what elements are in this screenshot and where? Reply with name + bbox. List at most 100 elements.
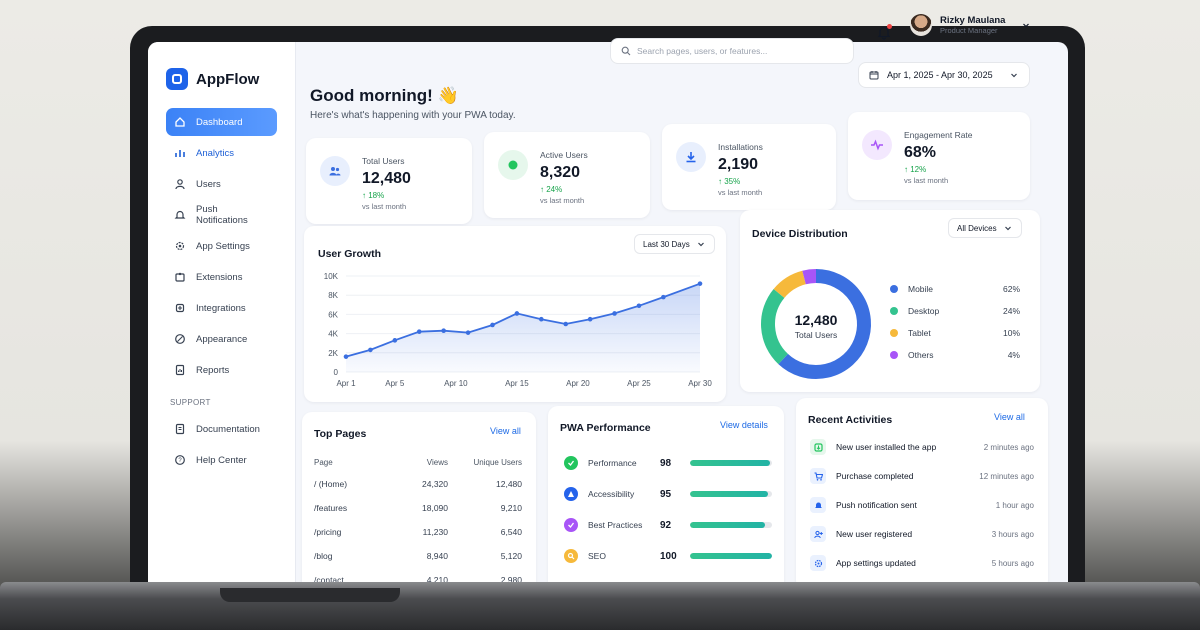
donut-slice-mobile — [778, 269, 871, 379]
pwa-performance-title: PWA Performance — [560, 422, 651, 434]
svg-text:?: ? — [178, 458, 182, 464]
y-tick-label: 2K — [328, 349, 338, 358]
support-heading: SUPPORT — [170, 398, 211, 407]
column-header: Unique Users — [473, 457, 522, 467]
perf-bar-track — [690, 460, 772, 466]
activity-item[interactable]: New user registered 3 hours ago — [810, 521, 1034, 547]
chevron-down-icon — [1021, 20, 1031, 30]
page-path: /blog — [314, 551, 333, 561]
data-point — [636, 303, 642, 309]
page-views: 24,320 — [422, 479, 448, 489]
y-tick-label: 0 — [334, 368, 339, 377]
table-row[interactable]: /contact 4,210 2,980 — [314, 568, 524, 592]
search-input[interactable] — [637, 46, 837, 56]
date-range-picker[interactable]: Apr 1, 2025 - Apr 30, 2025 — [858, 62, 1030, 88]
user-growth-filter-value: Last 30 Days — [643, 239, 690, 249]
active-dot-icon — [498, 150, 528, 180]
data-point — [587, 316, 593, 322]
table-row[interactable]: / (Home) 24,320 12,480 — [314, 472, 524, 496]
perf-row-accessibility: Accessibility 95 — [564, 483, 772, 505]
x-tick-label: Apr 15 — [505, 379, 529, 388]
sidebar-item-extensions[interactable]: Extensions — [166, 263, 277, 291]
y-tick-label: 6K — [328, 310, 338, 319]
activity-item[interactable]: App settings updated 5 hours ago — [810, 550, 1034, 576]
chevron-down-icon — [1003, 223, 1013, 233]
user-growth-filter[interactable]: Last 30 Days — [634, 234, 715, 254]
cart-icon — [810, 468, 826, 484]
sidebar-item-label: Reports — [196, 364, 230, 376]
document-icon — [174, 423, 186, 435]
user-icon — [174, 178, 186, 190]
legend-label: Tablet — [908, 328, 931, 338]
stat-value: 68% — [904, 144, 937, 161]
perf-row-performance: Performance 98 — [564, 452, 772, 474]
table-row[interactable]: /blog 8,940 5,120 — [314, 544, 524, 568]
y-tick-label: 4K — [328, 330, 338, 339]
stat-note: vs last month — [904, 176, 949, 185]
users-icon — [320, 156, 350, 186]
sidebar-item-reports[interactable]: Reports — [166, 356, 277, 384]
sidebar-item-users[interactable]: Users — [166, 170, 277, 198]
table-row[interactable]: /features 18,090 9,210 — [314, 496, 524, 520]
sidebar-item-integrations[interactable]: Integrations — [166, 294, 277, 322]
sidebar-item-help-center[interactable]: ? Help Center — [166, 446, 277, 474]
perf-bar-track — [690, 522, 772, 528]
sidebar-item-label: App Settings — [196, 240, 250, 252]
area-fill — [346, 283, 700, 372]
activity-time: 12 minutes ago — [979, 471, 1034, 481]
sidebar-item-app-settings[interactable]: App Settings — [166, 232, 277, 260]
activity-item[interactable]: New user installed the app 2 minutes ago — [810, 434, 1034, 460]
data-point — [392, 338, 398, 343]
page-unique-users: 2,980 — [500, 575, 522, 585]
stat-card-total-users: Total Users 12,480 ↑ 18% vs last month — [306, 138, 472, 224]
page-path: /features — [314, 503, 348, 513]
activities-view-all-link[interactable]: View all — [994, 412, 1025, 422]
user-growth-chart: 0 2K 4K 6K 8K 10K Apr 1 Apr 5 Apr 10 Apr 15 Apr 20… — [324, 272, 713, 388]
perf-row-best-practices: Best Practices 92 — [564, 514, 772, 536]
bell-icon — [810, 497, 826, 513]
legend-item-others: Others 4% — [890, 350, 1020, 360]
legend-label: Mobile — [908, 284, 934, 294]
sidebar-item-push-notifications[interactable]: Push Notifications — [166, 201, 277, 229]
legend-item-tablet: Tablet 10% — [890, 328, 1020, 338]
perf-row-seo: SEO 100 — [564, 545, 772, 567]
x-tick-label: Apr 20 — [566, 379, 590, 388]
perf-bar-track — [690, 491, 772, 497]
sidebar-item-analytics[interactable]: Analytics — [166, 139, 277, 167]
stat-delta: ↑ 12% — [904, 165, 927, 174]
sidebar-item-appearance[interactable]: Appearance — [166, 325, 277, 353]
y-tick-label: 8K — [328, 291, 338, 300]
perf-bar-fill — [690, 491, 768, 497]
user-role: Product Manager — [940, 26, 998, 35]
stat-label: Total Users — [362, 156, 405, 166]
stat-card-engagement-rate: Engagement Rate 68% ↑ 12% vs last month — [848, 112, 1030, 200]
pwa-view-details-link[interactable]: View details — [720, 420, 768, 430]
user-menu[interactable]: Rizky Maulana Product Manager — [910, 14, 1031, 36]
activity-time: 2 minutes ago — [983, 442, 1034, 452]
stat-card-active-users: Active Users 8,320 ↑ 24% vs last month — [484, 132, 650, 218]
sidebar-item-dashboard[interactable]: Dashboard — [166, 108, 277, 136]
gear-icon — [174, 240, 186, 252]
report-icon — [174, 364, 186, 376]
sidebar-item-label: Appearance — [196, 333, 248, 345]
device-filter[interactable]: All Devices — [948, 218, 1022, 238]
top-pages-view-all-link[interactable]: View all — [490, 426, 521, 436]
sidebar-item-documentation[interactable]: Documentation — [166, 415, 277, 443]
activity-item[interactable]: Push notification sent 1 hour ago — [810, 492, 1034, 518]
search-bar[interactable] — [610, 38, 854, 64]
avatar — [910, 14, 932, 36]
stat-delta: ↑ 18% — [362, 191, 385, 200]
search-icon — [621, 46, 631, 56]
notifications-button[interactable] — [876, 24, 892, 40]
table-row[interactable]: /pricing 11,230 6,540 — [314, 520, 524, 544]
legend-value: 24% — [1002, 306, 1020, 316]
sidebar: AppFlow Dashboard Analytics Users Push N… — [148, 42, 296, 604]
accessibility-icon — [564, 487, 578, 501]
legend-value: 4% — [1007, 350, 1020, 360]
activity-text: App settings updated — [836, 558, 916, 568]
activity-item[interactable]: Purchase completed 12 minutes ago — [810, 463, 1034, 489]
top-pages-table: Page Views Unique Users / (Home) 24,320 … — [314, 452, 524, 592]
app-logo[interactable]: AppFlow — [166, 68, 277, 90]
page-unique-users: 12,480 — [496, 479, 522, 489]
chevron-down-icon — [696, 239, 706, 249]
